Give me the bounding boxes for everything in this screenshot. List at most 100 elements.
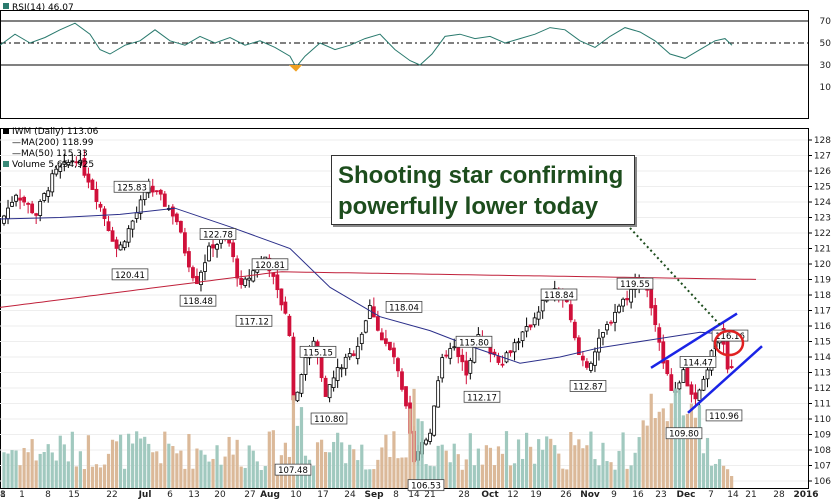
- volume-bar: [629, 465, 633, 488]
- volume-bar: [476, 448, 480, 488]
- x-axis-label: Nov: [580, 490, 600, 500]
- volume-bar: [163, 431, 167, 488]
- price-tick-label: 109: [814, 431, 831, 441]
- volume-bar: [621, 432, 625, 488]
- x-axis-label: 23: [655, 490, 666, 500]
- volume-bar: [541, 449, 545, 488]
- price-callout-box: [113, 180, 151, 193]
- candle-body: [170, 206, 175, 217]
- annotation-box: Shooting star confirming powerfully lowe…: [331, 155, 635, 225]
- candle-body: [504, 352, 509, 363]
- candle-body: [516, 341, 521, 344]
- x-axis-label: 26: [560, 490, 572, 500]
- volume-bar: [508, 465, 513, 488]
- candle-body: [199, 271, 203, 285]
- volume-bar: [721, 465, 726, 488]
- candle-body: [460, 354, 465, 363]
- price-tick-label: 112: [814, 384, 831, 394]
- volume-bar: [215, 445, 219, 488]
- volume-bar: [340, 442, 344, 488]
- candle-body: [701, 378, 706, 391]
- x-axis-label: 18: [0, 490, 6, 500]
- price-tick-label: 119: [814, 276, 831, 286]
- ma200-legend-label: —MA(200) 118.99: [12, 138, 94, 148]
- candle-body: [34, 213, 39, 216]
- candle-body: [464, 360, 469, 376]
- price-callout-box: [569, 380, 607, 392]
- volume-bar: [368, 469, 372, 488]
- candle-body: [597, 337, 601, 353]
- volume-bar: [460, 469, 464, 488]
- price-tick-label: 127: [814, 152, 831, 162]
- price-callout-label: 122.78: [203, 231, 233, 241]
- candle-body: [251, 270, 256, 282]
- volume-bar: [344, 463, 348, 488]
- x-axis-label: 8: [393, 490, 399, 500]
- volume-bar: [432, 466, 436, 488]
- volume-bar: [82, 469, 86, 488]
- candle-body: [388, 341, 392, 351]
- volume-bar: [440, 444, 444, 488]
- volume-bar: [669, 403, 673, 488]
- candle-body: [576, 337, 581, 355]
- candle-body: [303, 357, 308, 375]
- volume-bar: [653, 418, 657, 488]
- volume-bar: [299, 407, 304, 488]
- candles-group: [2, 150, 734, 466]
- volume-bar: [436, 445, 440, 488]
- ma200-line: [0, 271, 757, 308]
- price-callout-box: [199, 228, 237, 240]
- annotation-line-2: powerfully lower today: [338, 193, 599, 220]
- volume-bar: [520, 458, 525, 488]
- volume-bar: [66, 461, 70, 488]
- candle-body: [38, 201, 43, 216]
- volume-bar: [62, 444, 66, 488]
- candle-body: [126, 228, 131, 243]
- volume-bar: [516, 439, 521, 488]
- price-callout-label: 106.53: [411, 482, 441, 492]
- volume-bar: [593, 459, 597, 488]
- volume-bar: [605, 461, 609, 488]
- candle-body: [106, 221, 111, 232]
- volume-bar: [581, 448, 585, 488]
- rsi-oversold-fill: [289, 65, 302, 72]
- candle-body: [275, 274, 280, 291]
- price-callout-label: 115.15: [303, 348, 333, 358]
- x-axis-label: 11: [0, 490, 6, 500]
- candle-body: [319, 355, 324, 379]
- candle-body: [355, 345, 360, 360]
- rsi-tick-label: 30: [820, 61, 832, 71]
- candle-body: [134, 212, 139, 219]
- candle-body: [283, 301, 288, 314]
- x-axis-label: Oct: [481, 490, 499, 500]
- volume-bar: [408, 408, 412, 488]
- volume-bar: [412, 388, 416, 488]
- candle-body: [536, 311, 541, 320]
- volume-bar: [239, 466, 243, 488]
- candle-body: [158, 189, 163, 195]
- volume-bar: [179, 450, 183, 488]
- price-callout-box: [310, 412, 348, 425]
- price-callout-box: [665, 427, 703, 440]
- volume-bar: [167, 443, 171, 488]
- price-tick-label: 118: [814, 291, 831, 301]
- volume-bar: [726, 469, 730, 488]
- candle-body: [379, 332, 384, 341]
- candle-body: [540, 300, 545, 312]
- volume-bar: [665, 421, 669, 488]
- price-callout-label: 112.87: [573, 382, 603, 392]
- volume-bar: [601, 442, 605, 488]
- candle-body: [191, 267, 195, 279]
- volume-bar: [633, 452, 637, 488]
- candle-body: [86, 173, 91, 183]
- price-tick-label: 107: [814, 462, 831, 472]
- volume-bar: [360, 444, 364, 488]
- candle-body: [448, 348, 453, 359]
- candle-body: [235, 258, 240, 279]
- volume-bar: [143, 436, 147, 488]
- candle-body: [363, 320, 368, 333]
- price-callout-box: [679, 356, 717, 368]
- volume-bar: [131, 443, 135, 488]
- candle-body: [299, 374, 304, 394]
